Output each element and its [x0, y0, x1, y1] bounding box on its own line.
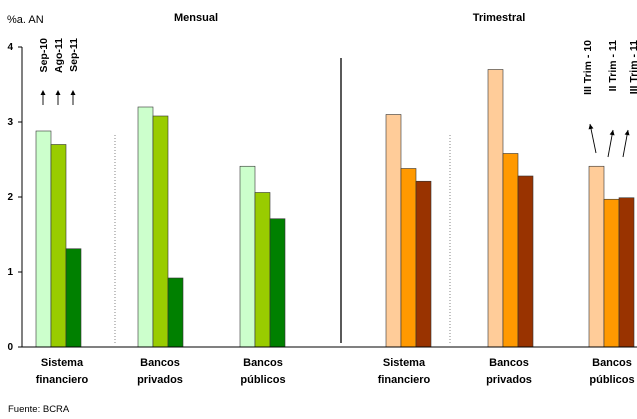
bar-trimestral-c0-s1 — [400, 168, 417, 348]
bar-mensual-c0-s0 — [35, 130, 52, 348]
bar-trimestral-c2-s2 — [618, 197, 635, 348]
panel-title-mensual: Mensual — [174, 12, 218, 24]
y-tick-label: 0 — [7, 342, 13, 353]
annotation-arrowhead — [40, 90, 46, 95]
category-label: Bancos — [592, 357, 632, 369]
y-tick-label: 3 — [7, 117, 13, 128]
category-label: públicos — [240, 374, 285, 386]
bar-mensual-c2-s2 — [269, 218, 286, 348]
category-label: Bancos — [243, 357, 283, 369]
category-label: privados — [486, 374, 532, 386]
y-axis: 0 1 2 3 4 — [7, 42, 22, 353]
bar-trimestral-c1-s2 — [517, 175, 534, 348]
category-label: Bancos — [140, 357, 180, 369]
bar-mensual-c2-s0 — [239, 165, 256, 348]
y-axis-unit-label: %a. AN — [7, 14, 44, 26]
annotation-arrowhead — [588, 124, 594, 130]
category-label: Sistema — [41, 357, 84, 369]
series-annotation: III Trim - 10 — [582, 40, 594, 95]
series-annotation: Ago-11 — [53, 38, 65, 73]
category-label: Bancos — [489, 357, 529, 369]
panel-title-trimestral: Trimestral — [473, 12, 526, 24]
bar-mensual-c1-s0 — [137, 106, 154, 348]
bar-mensual-c2-s1 — [254, 192, 271, 348]
y-tick-label: 1 — [7, 267, 13, 278]
bar-trimestral-c2-s0 — [588, 165, 605, 348]
category-label: Sistema — [383, 357, 426, 369]
series-annotation: Sep-11 — [68, 38, 80, 72]
bar-trimestral-c1-s0 — [487, 69, 504, 348]
annotation-arrowhead — [624, 130, 630, 136]
bar-mensual-c1-s1 — [152, 115, 169, 348]
annotation-arrowhead — [55, 90, 61, 95]
bar-mensual-c0-s1 — [50, 144, 67, 348]
bar-trimestral-c0-s0 — [385, 114, 402, 348]
y-tick-label: 4 — [7, 42, 13, 53]
series-annotation: II Trim - 11 — [607, 40, 619, 92]
series-annotation: Sep-10 — [38, 38, 50, 73]
y-tick-label: 2 — [7, 192, 13, 203]
bars-layer — [35, 69, 635, 348]
series-annotation: III Trim - 11 — [628, 40, 637, 94]
bar-mensual-c0-s2 — [65, 248, 82, 348]
bar-trimestral-c2-s1 — [603, 198, 620, 348]
annotation-arrowhead — [70, 90, 76, 95]
annotation-arrowhead — [609, 130, 615, 136]
category-label: privados — [137, 374, 183, 386]
bar-trimestral-c0-s2 — [415, 180, 432, 348]
category-label: financiero — [378, 374, 431, 386]
bar-mensual-c1-s2 — [167, 277, 184, 348]
category-label: públicos — [589, 374, 634, 386]
bar-trimestral-c1-s1 — [502, 153, 519, 348]
series-annotations: Sep-10 Ago-11 Sep-11 III Trim - 10 II Trim -… — [38, 38, 637, 158]
category-labels: Sistema financiero Bancos privados Bancos púb… — [36, 357, 635, 386]
category-label: financiero — [36, 374, 89, 386]
source-note: Fuente: BCRA — [8, 404, 70, 415]
